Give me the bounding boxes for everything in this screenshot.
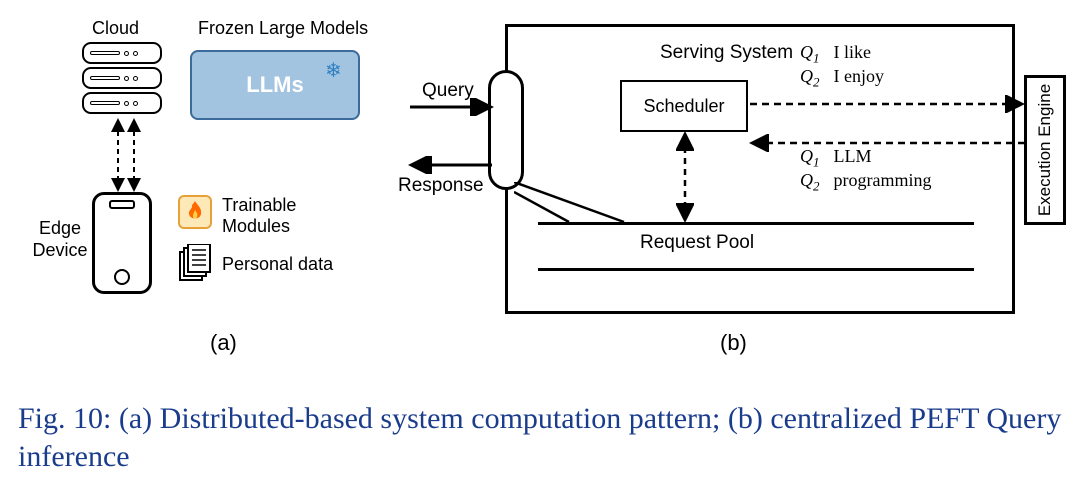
arrow-response-out [408, 156, 494, 174]
query-row-2: Q2I enjoy [800, 66, 884, 91]
sublabel-b: (b) [720, 330, 747, 356]
figure-caption: Fig. 10: (a) Distributed-based system co… [18, 400, 1062, 475]
label-trainable: Trainable Modules [222, 195, 332, 236]
label-edge-device: Edge Device [30, 218, 90, 261]
exec-engine-label: Execution Engine [1035, 84, 1055, 216]
fire-icon [178, 195, 212, 229]
cloud-server-icon [82, 42, 162, 117]
scheduler-box: Scheduler [620, 80, 748, 132]
arrow-sched-pool [676, 132, 694, 224]
llm-label: LLMs [246, 72, 303, 98]
label-frozen: Frozen Large Models [198, 18, 368, 39]
label-cloud: Cloud [92, 18, 139, 39]
query-row-4: Q2programming [800, 170, 931, 195]
phone-icon [92, 192, 152, 294]
label-request-pool: Request Pool [640, 232, 754, 254]
snowflake-icon: ❄ [325, 58, 342, 83]
query-row-1: Q1I like [800, 42, 871, 67]
diagram-root: Cloud Frozen Large Models LLMs ❄ Edge De… [0, 0, 1080, 502]
oval-to-pool-lines [514, 182, 634, 226]
execution-engine-box: Execution Engine [1024, 75, 1066, 225]
label-response: Response [398, 175, 484, 197]
label-personal: Personal data [222, 254, 333, 275]
bidir-arrow-icon [108, 118, 144, 194]
documents-icon [178, 244, 212, 282]
scheduler-label: Scheduler [643, 96, 724, 117]
label-serving: Serving System [660, 42, 793, 64]
arrow-to-exec-1 [748, 95, 1028, 113]
pool-line-bottom [538, 268, 974, 271]
arrow-query-in [408, 98, 494, 116]
arrow-from-exec [748, 134, 1028, 152]
sublabel-a: (a) [210, 330, 237, 356]
